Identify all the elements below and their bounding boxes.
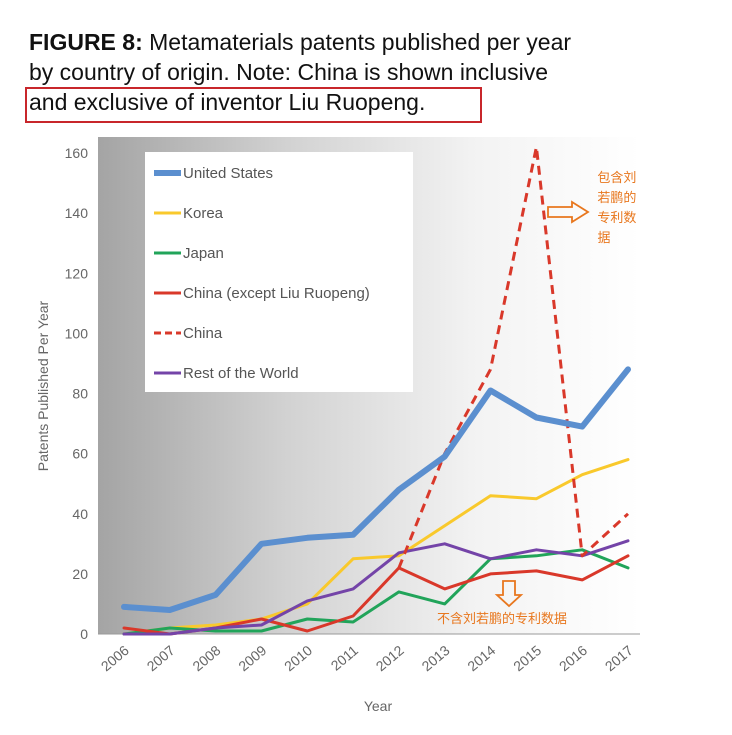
series-line-korea — [122, 458, 630, 636]
series-line-rest-of-the-world — [122, 539, 630, 636]
annotation-include-line-2: 若鹏的 — [597, 190, 636, 206]
x-tick-label: 2012 — [373, 642, 407, 674]
y-tick-label: 20 — [72, 566, 88, 582]
annotation-exclude: 不含刘若鹏的专利数据 — [437, 580, 567, 627]
caption-line-3: and exclusive of inventor Liu Ruopeng. — [29, 89, 426, 115]
arrow-down-icon — [494, 580, 524, 608]
x-tick-label: 2010 — [281, 642, 315, 674]
y-tick-label: 40 — [72, 506, 88, 522]
figure-label: FIGURE 8: — [29, 29, 143, 55]
legend-label-rest-of-the-world: Rest of the World — [183, 365, 299, 382]
x-tick-label: 2013 — [419, 642, 453, 674]
x-axis-title: Year — [364, 698, 393, 714]
legend-label-china-dashed: China — [183, 325, 223, 342]
x-tick-label: 2014 — [464, 642, 498, 674]
caption-line-1: Metamaterials patents published per year — [149, 29, 572, 55]
series-line-united-states — [121, 366, 631, 613]
svg-text:包含刘 若鹏的 专利数: 包含刘 若鹏的 专利数 据 — [597, 170, 640, 246]
y-tick-label: 140 — [65, 205, 89, 221]
figure-caption: FIGURE 8: Metamaterials patents publishe… — [29, 27, 709, 117]
legend-label-japan: Japan — [183, 245, 224, 262]
y-tick-labels: 0 20 40 60 80 100 120 140 160 — [65, 145, 89, 642]
y-tick-label: 100 — [65, 325, 89, 341]
y-axis-title: Patents Published Per Year — [35, 300, 51, 471]
legend-label-korea: Korea — [183, 205, 224, 222]
x-tick-label: 2007 — [144, 642, 178, 674]
arrow-right-icon — [547, 200, 590, 224]
x-tick-label: 2009 — [235, 642, 269, 674]
caption-highlight-box — [25, 87, 482, 123]
annotation-exclude-text: 不含刘若鹏的专利数据 — [437, 611, 567, 627]
legend-label-united-states: United States — [183, 165, 273, 182]
y-tick-label: 60 — [72, 446, 88, 462]
x-tick-label: 2006 — [98, 642, 132, 674]
y-tick-label: 160 — [65, 145, 89, 161]
y-tick-label: 120 — [65, 265, 89, 281]
x-tick-label: 2017 — [602, 642, 636, 674]
series-lines — [121, 145, 631, 636]
x-tick-label: 2011 — [328, 642, 362, 674]
legend-box — [145, 152, 413, 392]
x-tick-label: 2015 — [510, 642, 544, 674]
y-tick-label: 80 — [72, 386, 88, 402]
x-tick-label: 2016 — [556, 642, 590, 674]
legend: United States Korea Japan China (except Liu… — [145, 152, 413, 392]
annotation-include-line-1: 包含刘 — [597, 170, 636, 186]
annotation-include-line-4: 据 — [597, 231, 610, 246]
y-tick-label: 0 — [80, 626, 88, 642]
series-line-china-dashed — [397, 145, 630, 569]
caption-line-2: by country of origin. Note: China is sho… — [29, 59, 549, 85]
x-tick-labels: 2006 2007 2008 2009 2010 2011 2012 2013 2014 2015… — [98, 642, 636, 674]
legend-label-china-except-liu-ruopeng: China (except Liu Ruopeng) — [183, 285, 370, 302]
annotation-include-line-3: 专利数 — [597, 211, 636, 226]
annotation-include: 包含刘 若鹏的 专利数 据 — [547, 170, 640, 246]
x-tick-label: 2008 — [189, 642, 223, 674]
